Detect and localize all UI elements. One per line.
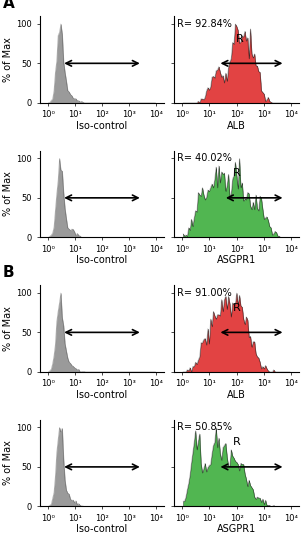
X-axis label: Iso-control: Iso-control [76, 390, 127, 400]
Text: R: R [233, 168, 240, 178]
Text: R= 50.85%: R= 50.85% [177, 422, 232, 432]
Text: R= 40.02%: R= 40.02% [177, 153, 231, 163]
Y-axis label: % of Max: % of Max [3, 172, 13, 216]
Text: R: R [233, 437, 240, 447]
Text: R= 91.00%: R= 91.00% [177, 288, 231, 297]
X-axis label: ASGPR1: ASGPR1 [217, 524, 256, 533]
X-axis label: ALB: ALB [227, 121, 246, 131]
Text: R= 92.84%: R= 92.84% [177, 19, 231, 29]
X-axis label: Iso-control: Iso-control [76, 524, 127, 533]
Text: A: A [3, 0, 15, 11]
Y-axis label: % of Max: % of Max [3, 37, 13, 82]
X-axis label: ALB: ALB [227, 390, 246, 400]
X-axis label: Iso-control: Iso-control [76, 121, 127, 131]
Text: R: R [235, 34, 243, 44]
Y-axis label: % of Max: % of Max [3, 440, 13, 486]
Text: R: R [233, 303, 240, 313]
Text: B: B [3, 265, 15, 280]
X-axis label: Iso-control: Iso-control [76, 255, 127, 265]
Y-axis label: % of Max: % of Max [3, 306, 13, 351]
X-axis label: ASGPR1: ASGPR1 [217, 255, 256, 265]
